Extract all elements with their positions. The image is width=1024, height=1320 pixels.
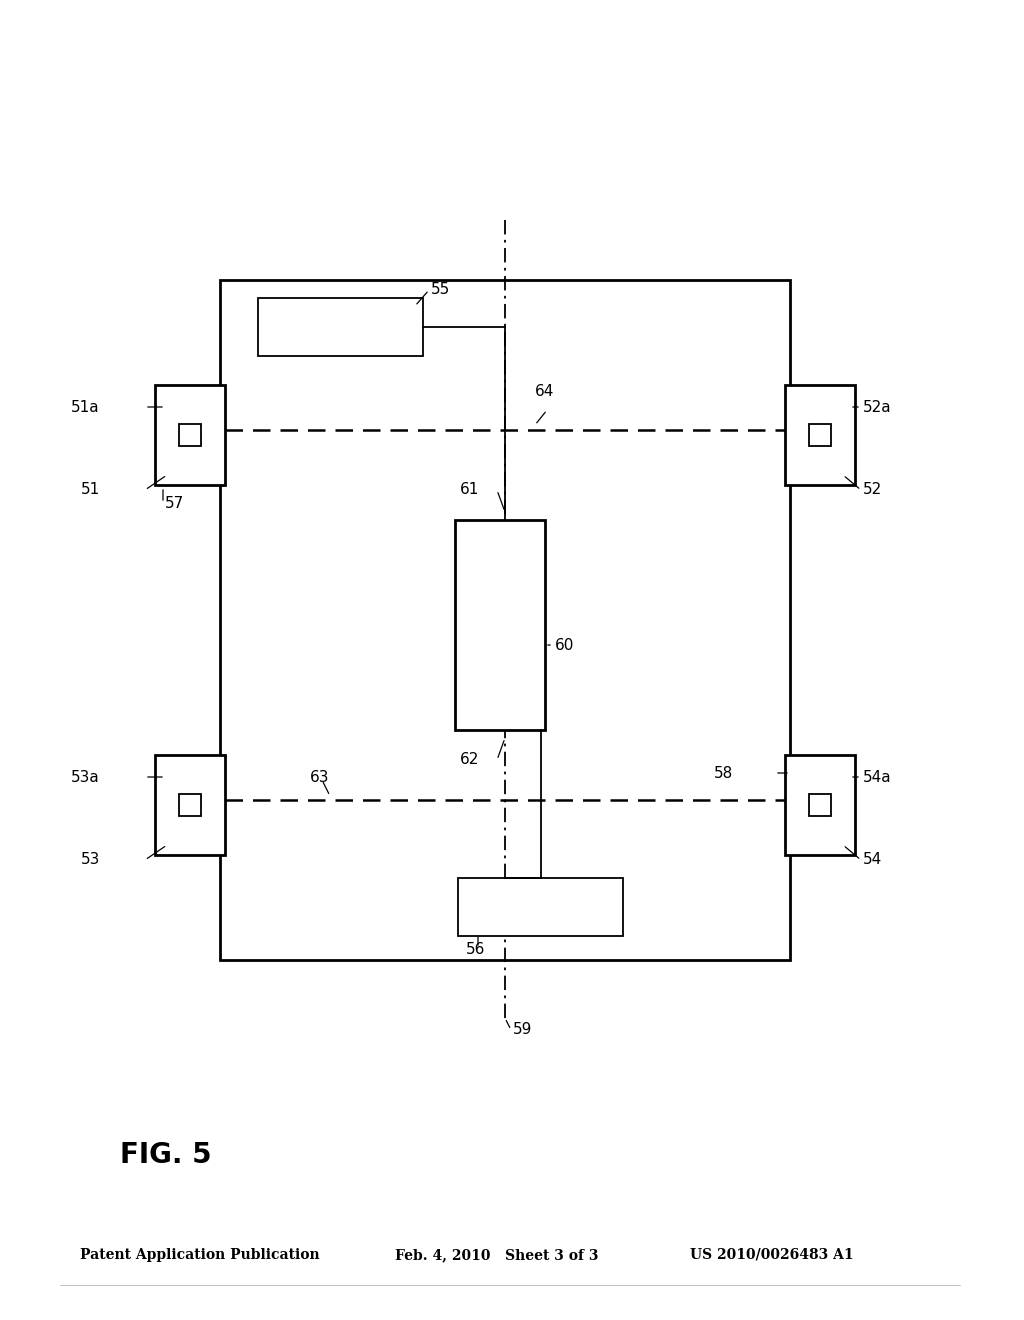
Text: 51: 51 <box>81 483 100 498</box>
Bar <box>220 280 790 960</box>
Text: 54: 54 <box>863 853 883 867</box>
Bar <box>785 385 855 484</box>
Bar <box>155 755 225 855</box>
Bar <box>785 755 855 855</box>
Bar <box>809 795 831 816</box>
Text: 64: 64 <box>535 384 554 400</box>
Text: 60: 60 <box>555 638 574 652</box>
Bar <box>258 298 423 356</box>
Text: Patent Application Publication: Patent Application Publication <box>80 1247 319 1262</box>
Text: US 2010/0026483 A1: US 2010/0026483 A1 <box>690 1247 854 1262</box>
Text: 54a: 54a <box>863 770 892 784</box>
Text: 59: 59 <box>513 1023 532 1038</box>
Text: 52: 52 <box>863 483 883 498</box>
Text: 51a: 51a <box>72 400 100 414</box>
Bar <box>458 878 623 936</box>
Bar <box>179 795 201 816</box>
Bar <box>179 424 201 446</box>
Bar <box>155 385 225 484</box>
Text: 58: 58 <box>714 766 733 780</box>
Text: 61: 61 <box>460 483 479 498</box>
Text: FIG. 5: FIG. 5 <box>120 1140 212 1170</box>
Text: 53a: 53a <box>72 770 100 784</box>
Text: 55: 55 <box>431 282 451 297</box>
Text: 63: 63 <box>310 771 330 785</box>
Text: 52a: 52a <box>863 400 892 414</box>
Text: 62: 62 <box>460 752 479 767</box>
Text: 57: 57 <box>165 495 184 511</box>
Text: 56: 56 <box>466 942 485 957</box>
Bar <box>809 424 831 446</box>
Bar <box>455 520 545 730</box>
Text: 53: 53 <box>81 853 100 867</box>
Text: Feb. 4, 2010   Sheet 3 of 3: Feb. 4, 2010 Sheet 3 of 3 <box>395 1247 598 1262</box>
